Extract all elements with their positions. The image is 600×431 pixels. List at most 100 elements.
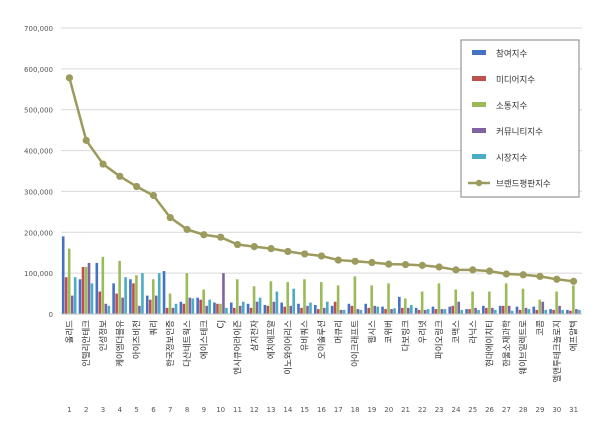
bar xyxy=(440,309,444,314)
bar-series xyxy=(61,236,581,314)
y-tick-label: 300,000 xyxy=(24,188,53,196)
bar xyxy=(222,273,225,314)
x-rank-label: 29 xyxy=(536,406,545,414)
bar xyxy=(289,305,292,314)
x-category-label: 현대에이치티 xyxy=(485,320,496,367)
legend-label: 커뮤니티지수 xyxy=(496,127,543,138)
bar xyxy=(70,295,74,314)
bar xyxy=(342,309,346,314)
line-series xyxy=(65,74,578,285)
x-category-label: 아이크래프트 xyxy=(350,320,361,367)
bar xyxy=(81,267,85,314)
bar xyxy=(61,236,65,314)
x-category-label: 코맥스 xyxy=(451,320,462,344)
bar xyxy=(317,309,320,314)
x-axis: 올리드 1 인텔리안테크 2 인성정보 3 케이엠더블유 4 아이즈비전 5 쿼리 6 한국정보인증 7 다… xyxy=(61,313,582,414)
bar xyxy=(275,291,279,314)
x-rank-label: 16 xyxy=(317,406,326,414)
bar xyxy=(157,273,161,314)
bar xyxy=(191,298,195,314)
x-rank-label: 6 xyxy=(151,406,156,414)
line-point xyxy=(233,240,242,249)
bar xyxy=(196,297,199,314)
bar xyxy=(90,283,94,314)
line-point xyxy=(334,256,342,264)
x-rank-label: 24 xyxy=(451,406,460,414)
bar xyxy=(527,309,531,314)
line-point xyxy=(200,231,208,239)
bar xyxy=(367,307,371,314)
legend-swatch-marker xyxy=(475,179,483,187)
line-point xyxy=(368,258,376,267)
x-category-label: 아이즈비전 xyxy=(132,320,143,359)
y-tick-label: 400,000 xyxy=(24,148,53,156)
bar xyxy=(410,305,413,314)
bar xyxy=(373,305,377,314)
bar xyxy=(151,279,155,314)
bar xyxy=(541,301,545,314)
bar xyxy=(87,262,91,314)
bar xyxy=(174,303,178,314)
line-point xyxy=(301,250,309,258)
bar xyxy=(280,302,283,314)
bar xyxy=(252,286,256,314)
bar xyxy=(552,309,555,314)
x-category-label: 유비쿼스 xyxy=(300,320,311,351)
bar xyxy=(578,309,581,314)
bar xyxy=(417,309,421,314)
bar xyxy=(229,302,233,314)
bar xyxy=(426,309,430,314)
x-rank-label: 2 xyxy=(84,406,88,414)
bar xyxy=(225,307,228,314)
legend-swatch xyxy=(472,102,486,107)
x-category-label: 올리드 xyxy=(65,320,75,344)
x-category-label: 머큐리 xyxy=(334,320,344,343)
bar xyxy=(518,309,522,314)
bar xyxy=(491,307,494,314)
x-category-label: 웹시스 xyxy=(368,320,378,344)
bar xyxy=(431,306,435,314)
bar xyxy=(515,306,519,314)
legend-swatch xyxy=(472,50,486,55)
bar xyxy=(213,302,216,314)
bar xyxy=(104,303,108,314)
x-category-label: 삼지전자 xyxy=(249,320,260,351)
line-point xyxy=(217,233,225,241)
x-category-label: 한국정보인증 xyxy=(165,320,176,367)
bar xyxy=(538,299,542,314)
bar xyxy=(333,301,337,314)
line-point xyxy=(418,261,426,269)
bar xyxy=(306,305,309,314)
line-point xyxy=(570,277,578,285)
bar xyxy=(544,309,548,314)
line-point xyxy=(267,245,275,253)
bar xyxy=(398,296,401,314)
bar xyxy=(569,310,572,314)
bar xyxy=(132,283,135,314)
bar xyxy=(266,305,270,314)
x-category-label: 쿼리 xyxy=(148,320,159,336)
line-point xyxy=(452,266,460,274)
x-category-label: 이노와이어리스 xyxy=(283,320,294,375)
bar xyxy=(330,305,334,314)
x-rank-label: 30 xyxy=(552,406,561,414)
bar xyxy=(448,306,452,314)
bar xyxy=(468,309,471,314)
bar xyxy=(535,309,539,314)
x-rank-label: 26 xyxy=(485,406,494,414)
bar xyxy=(292,288,295,314)
bar xyxy=(118,260,121,314)
bar xyxy=(272,301,276,314)
bar xyxy=(326,301,329,314)
bar xyxy=(145,295,149,314)
x-category-label: 인텔리안테크 xyxy=(81,320,92,367)
x-rank-label: 23 xyxy=(435,406,444,414)
line-point xyxy=(351,257,359,265)
bar xyxy=(465,309,468,314)
bar xyxy=(148,299,152,314)
bar xyxy=(572,285,575,314)
bar xyxy=(407,307,410,314)
x-rank-label: 27 xyxy=(502,406,511,414)
bar xyxy=(454,289,458,314)
